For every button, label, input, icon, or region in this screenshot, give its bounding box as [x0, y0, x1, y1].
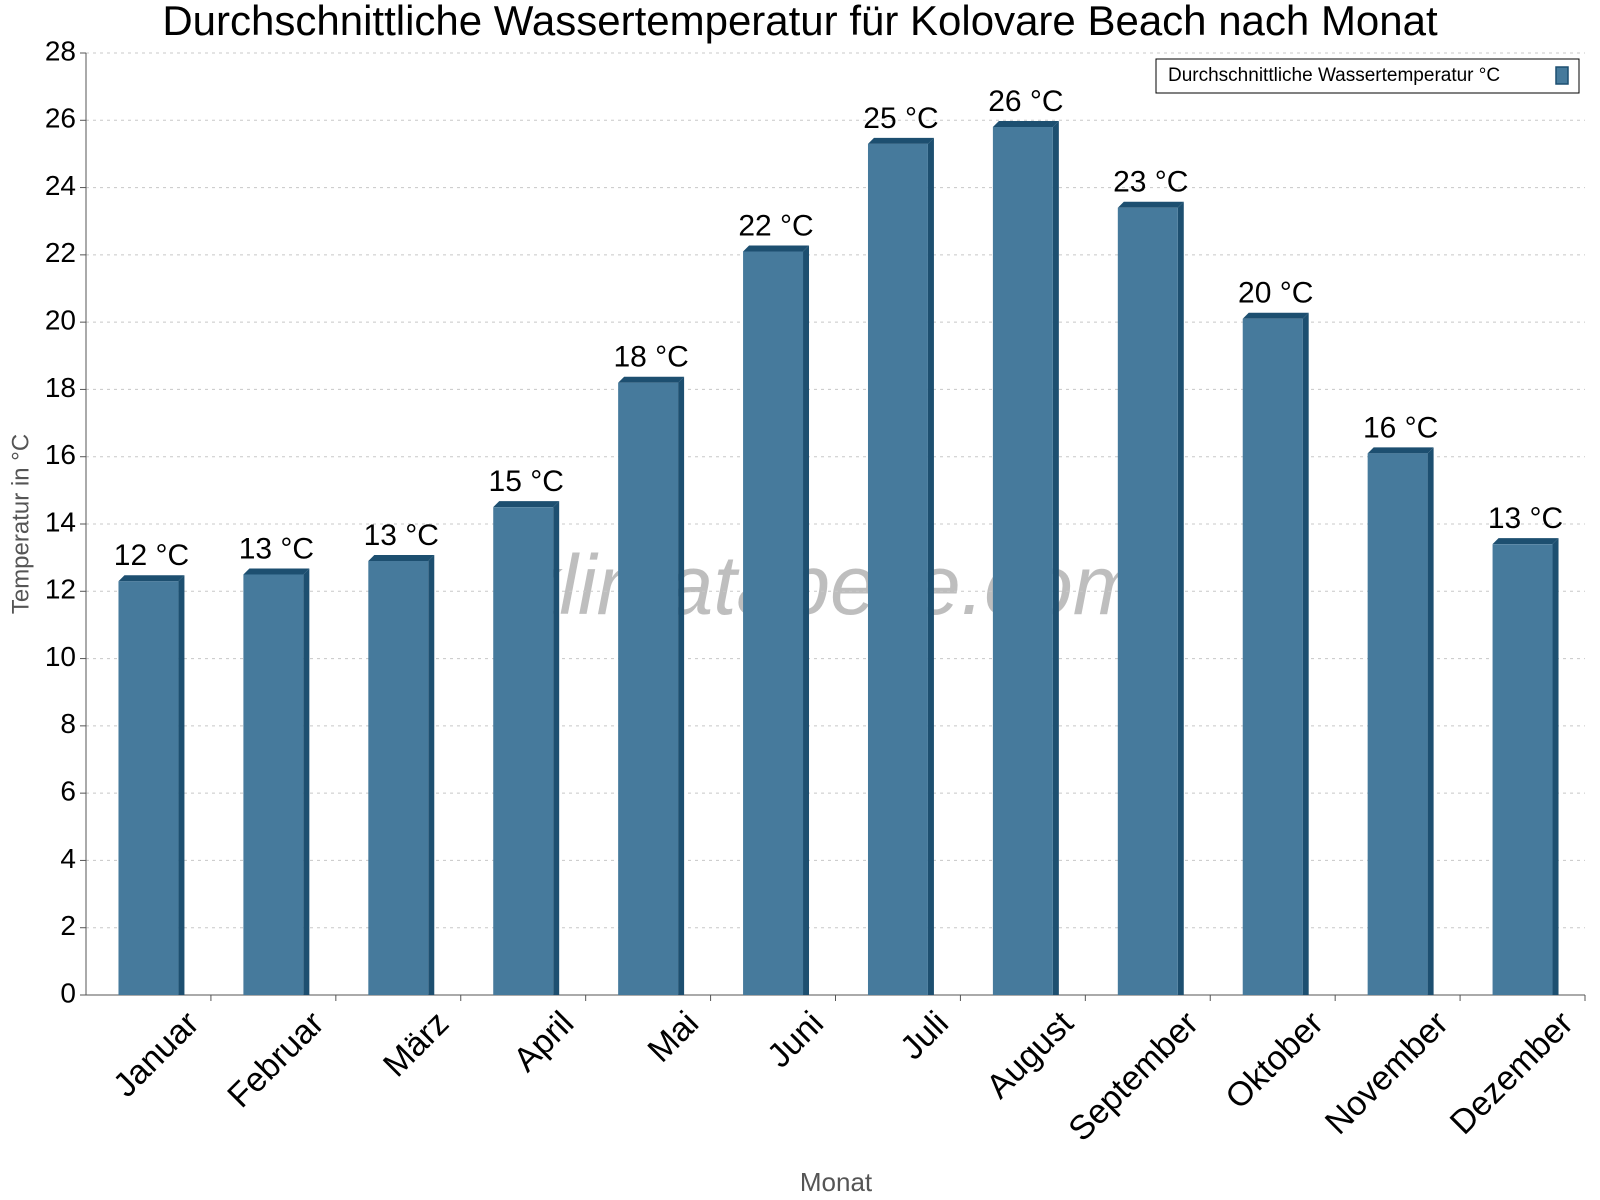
value-label: 13 °C [239, 532, 314, 565]
x-tick-label: März [376, 1004, 456, 1084]
x-tick-label: April [506, 1004, 581, 1079]
value-label: 15 °C [489, 465, 564, 498]
bar [743, 251, 804, 995]
bar-side [803, 245, 810, 995]
bar [618, 382, 679, 995]
y-tick-label: 12 [45, 574, 76, 605]
x-tick-label: Juni [760, 1004, 831, 1075]
bar-side [303, 568, 310, 995]
bar [867, 143, 928, 996]
bar-side [1302, 312, 1309, 995]
bar-group [1367, 447, 1434, 996]
y-tick-label: 18 [45, 372, 76, 403]
value-label: 12 °C [114, 539, 189, 572]
value-label: 13 °C [1488, 502, 1563, 535]
bar-top [1242, 312, 1309, 319]
bar-side [178, 575, 185, 995]
y-tick-label: 10 [45, 641, 76, 672]
bar-top [867, 137, 934, 144]
x-tick-label: September [1061, 1004, 1205, 1148]
x-tick-label: November [1318, 1004, 1456, 1142]
bar [243, 574, 304, 995]
value-label: 18 °C [613, 341, 688, 374]
bar-side [1177, 201, 1184, 995]
x-tick-label: Mai [641, 1004, 707, 1070]
y-tick-label: 6 [60, 776, 76, 807]
x-tick-label: Juli [893, 1004, 956, 1067]
x-axis-label: Monat [800, 1167, 873, 1197]
y-tick-label: 14 [45, 506, 76, 537]
bar-top [1492, 538, 1559, 545]
bar-group [1492, 538, 1559, 995]
y-tick-label: 28 [45, 35, 76, 66]
bar-top [1367, 447, 1434, 454]
x-tick-label: Februar [220, 1004, 331, 1115]
bar [992, 127, 1053, 995]
bar [1367, 453, 1428, 996]
bar-group [118, 575, 185, 995]
value-label: 23 °C [1113, 166, 1188, 199]
bar-top [493, 501, 560, 508]
bar-group [992, 121, 1059, 995]
value-label: 16 °C [1363, 411, 1438, 444]
bar [1117, 207, 1178, 995]
bar-side [927, 137, 934, 996]
value-label: 22 °C [738, 209, 813, 242]
bar-top [118, 575, 185, 582]
legend: Durchschnittliche Wassertemperatur °C [1155, 58, 1580, 94]
bar-side [428, 555, 435, 995]
bar [368, 561, 429, 995]
bar-group [243, 568, 310, 995]
value-label: 13 °C [364, 519, 439, 552]
bar-side [553, 501, 560, 995]
bar [493, 507, 554, 995]
bar-group [368, 555, 435, 995]
y-tick-label: 24 [45, 170, 76, 201]
y-tick-label: 22 [45, 237, 76, 268]
value-label: 26 °C [988, 85, 1063, 118]
bar [1492, 544, 1553, 995]
bar-top [743, 245, 810, 252]
y-tick-label: 8 [60, 708, 76, 739]
legend-label: Durchschnittliche Wassertemperatur °C [1168, 65, 1500, 86]
bar-side [1052, 121, 1059, 995]
bar-group [618, 376, 685, 995]
bar [118, 581, 179, 995]
y-tick-label: 4 [60, 843, 76, 874]
x-tick-label: Januar [106, 1004, 206, 1104]
bar-group [1117, 201, 1184, 995]
chart-title: Durchschnittliche Wassertemperatur für K… [162, 0, 1438, 44]
legend-box [1155, 58, 1580, 94]
bar-top [992, 121, 1059, 128]
bar-group [743, 245, 810, 995]
y-tick-label: 0 [60, 977, 76, 1008]
legend-swatch [1555, 66, 1569, 85]
y-tick-label: 16 [45, 439, 76, 470]
bar-top [243, 568, 310, 575]
bar-side [1552, 538, 1559, 995]
value-label: 25 °C [863, 102, 938, 135]
bar-side [678, 376, 685, 995]
bar-top [618, 376, 685, 383]
x-tick-label: August [979, 1004, 1081, 1106]
y-tick-label: 26 [45, 103, 76, 134]
bar-group [1242, 312, 1309, 995]
bar-top [368, 555, 435, 562]
y-tick-label: 2 [60, 910, 76, 941]
y-axis-label: Temperatur in °C [7, 434, 34, 614]
bar-group [493, 501, 560, 995]
x-tick-label: Oktober [1218, 1004, 1330, 1116]
bar-top [1117, 201, 1184, 208]
y-tick-label: 20 [45, 305, 76, 336]
bar [1242, 318, 1303, 995]
x-tick-label: Dezember [1443, 1004, 1581, 1142]
bar-side [1427, 447, 1434, 996]
bar-group [867, 137, 934, 996]
value-label: 20 °C [1238, 277, 1313, 310]
